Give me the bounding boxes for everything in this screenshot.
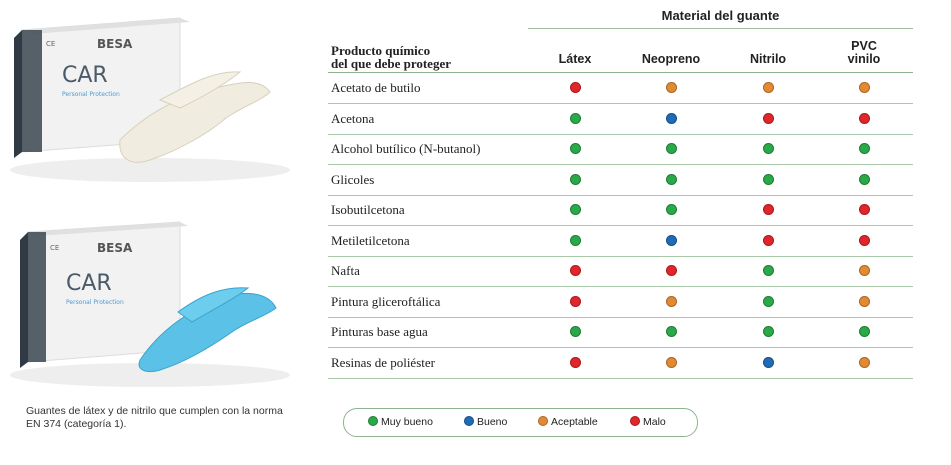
brand-logo: BESA xyxy=(97,241,133,255)
image-caption: Guantes de látex y de nitrilo que cumple… xyxy=(26,405,283,430)
rating-dot-aceptable xyxy=(665,295,677,307)
rating-dot-muy-bueno xyxy=(569,234,581,246)
legend-item: Bueno xyxy=(464,416,507,428)
rating-dot-malo xyxy=(569,295,581,307)
table-row: Acetato de butilo xyxy=(328,73,913,104)
rating-dot-muy-bueno xyxy=(858,326,870,337)
rating-dot-malo xyxy=(858,204,870,215)
rating-dot-muy-bueno xyxy=(665,326,677,337)
ce-mark: CE xyxy=(50,244,59,252)
legend-dot xyxy=(368,416,378,426)
column-header-line1: PVC xyxy=(851,39,877,53)
table-row: Resinas de poliéster xyxy=(328,348,913,379)
table-row: Metiletilcetona xyxy=(328,226,913,257)
product-subtitle: Personal Protection xyxy=(66,299,124,306)
rating-dot-aceptable xyxy=(858,295,870,307)
column-header-line1: Neopreno xyxy=(641,52,701,66)
column-header-line1: Látex xyxy=(558,52,592,66)
rating-dot-malo xyxy=(569,265,581,276)
rating-dot-malo xyxy=(858,234,870,246)
column-header: Látex xyxy=(525,53,625,66)
brand-logo: BESA xyxy=(97,37,133,51)
rating-dot-muy-bueno xyxy=(569,204,581,215)
header-rule xyxy=(328,72,913,73)
rating-dot-muy-bueno xyxy=(569,173,581,185)
rating-dot-aceptable xyxy=(858,82,870,93)
table-row: Isobutilcetona xyxy=(328,195,913,226)
column-header: Nitrilo xyxy=(718,53,818,66)
chemical-name: Pintura gliceroftálica xyxy=(331,293,441,309)
chemical-name: Nafta xyxy=(331,263,360,278)
rating-dot-muy-bueno xyxy=(858,143,870,154)
rating-dot-muy-bueno xyxy=(569,112,581,124)
rating-dot-muy-bueno xyxy=(762,295,774,307)
rating-dot-bueno xyxy=(762,356,774,368)
rating-dot-muy-bueno xyxy=(665,143,677,154)
rating-dot-aceptable xyxy=(762,82,774,93)
table-row: Nafta xyxy=(328,256,913,287)
rating-dot-bueno xyxy=(665,112,677,124)
table-row: Alcohol butílico (N-butanol) xyxy=(328,134,913,165)
legend-dot xyxy=(538,416,548,426)
rating-dot-bueno xyxy=(665,234,677,246)
nitrile-gloves-product-image: CE BESA CAR Personal Protection xyxy=(0,200,300,395)
legend-item: Malo xyxy=(630,416,666,428)
table-row: Acetona xyxy=(328,104,913,135)
rating-dot-muy-bueno xyxy=(665,204,677,215)
chemical-name: Acetona xyxy=(331,110,375,126)
rating-dot-muy-bueno xyxy=(762,265,774,276)
rating-dot-muy-bueno xyxy=(569,326,581,337)
rating-dot-aceptable xyxy=(858,356,870,368)
legend-label: Bueno xyxy=(477,416,508,428)
product-subtitle: Personal Protection xyxy=(62,91,120,98)
rating-dot-malo xyxy=(762,204,774,215)
rating-dot-aceptable xyxy=(665,356,677,368)
table-row: Pinturas base agua xyxy=(328,317,913,348)
product-name: CAR xyxy=(62,63,108,88)
material-header: Material del guante xyxy=(661,8,780,23)
column-header: Neopreno xyxy=(621,53,721,66)
rating-dot-muy-bueno xyxy=(569,143,581,154)
legend-label: Muy bueno xyxy=(381,416,433,428)
legend-label: Aceptable xyxy=(551,416,598,428)
rating-dot-aceptable xyxy=(665,82,677,93)
legend: Muy bueno Bueno Aceptable Malo xyxy=(343,408,698,437)
rating-dot-malo xyxy=(858,112,870,124)
table-row: Pintura gliceroftálica xyxy=(328,287,913,318)
legend-label: Malo xyxy=(643,416,666,428)
material-header-rule xyxy=(528,28,913,29)
latex-gloves-product-image: CE BESA CAR Personal Protection xyxy=(0,0,300,190)
chemical-name: Resinas de poliéster xyxy=(331,354,435,370)
rating-dot-muy-bueno xyxy=(762,143,774,154)
column-header-line2: vinilo xyxy=(847,52,881,66)
product-column-header: Producto químico del que debe proteger xyxy=(331,44,521,70)
chemical-name: Metiletilcetona xyxy=(331,232,410,248)
rating-dot-muy-bueno xyxy=(762,173,774,185)
rating-dot-muy-bueno xyxy=(665,173,677,185)
rating-dot-malo xyxy=(665,265,677,276)
column-header: PVC vinilo xyxy=(814,40,914,66)
ce-mark: CE xyxy=(46,40,55,48)
product-header-line1: Producto químico xyxy=(331,43,431,58)
rating-dot-malo xyxy=(569,82,581,93)
legend-item: Aceptable xyxy=(538,416,598,428)
legend-dot xyxy=(464,416,474,426)
rating-dot-malo xyxy=(762,234,774,246)
chemical-name: Alcohol butílico (N-butanol) xyxy=(331,141,481,156)
rating-dot-malo xyxy=(569,356,581,368)
product-name: CAR xyxy=(66,271,112,296)
rating-dot-muy-bueno xyxy=(762,326,774,337)
product-header-line2: del que debe proteger xyxy=(331,56,451,71)
legend-item: Muy bueno xyxy=(368,416,433,428)
chemical-name: Pinturas base agua xyxy=(331,324,428,339)
rating-dot-aceptable xyxy=(858,265,870,276)
rating-dot-malo xyxy=(762,112,774,124)
legend-dot xyxy=(630,416,640,426)
column-header-line1: Nitrilo xyxy=(749,52,787,66)
table-row: Glicoles xyxy=(328,165,913,196)
chemical-name: Glicoles xyxy=(331,171,375,187)
rating-dot-muy-bueno xyxy=(858,173,870,185)
chemical-name: Isobutilcetona xyxy=(331,202,405,217)
chemical-name: Acetato de butilo xyxy=(331,80,421,95)
